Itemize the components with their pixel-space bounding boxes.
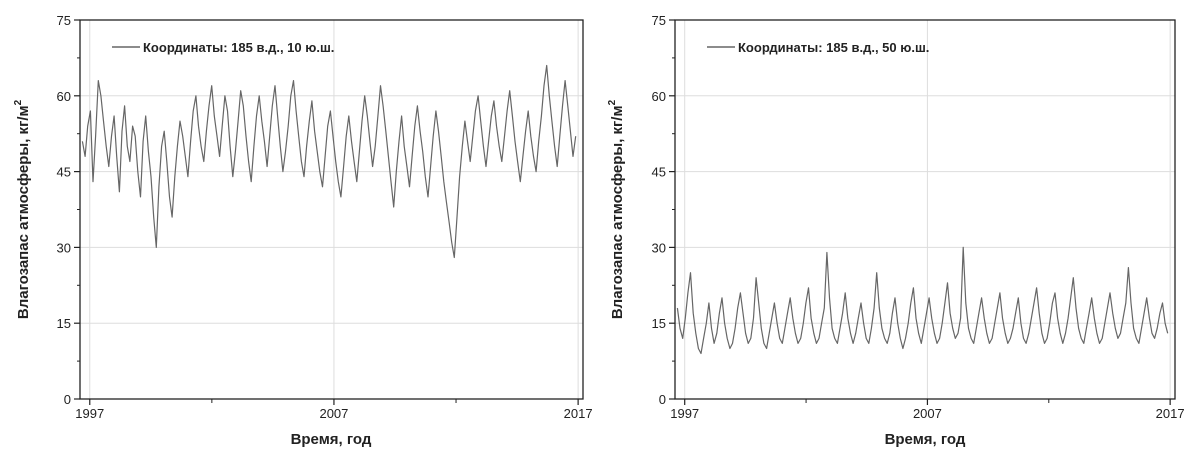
x-tick-label: 2007 [319,406,348,421]
chart-panel-left: 0 15 30 45 60 75 1997 2007 2017 Время, год Влагоза… [13,13,593,448]
chart-panel-right: 0 15 30 45 60 75 1997 2007 2017 Время, год Влагоза… [607,13,1184,448]
y-tick-label: 30 [57,240,71,255]
x-tick-label: 2007 [913,406,942,421]
legend-label: Координаты: 185 в.д., 50 ю.ш. [738,40,929,55]
y-axis-title-superscript: 2 [13,99,24,105]
y-tick-label: 0 [64,392,71,407]
y-axis-title-main: Влагозапас атмосферы, кг/м [609,105,626,319]
y-tick-label: 0 [659,392,666,407]
x-tick-label: 1997 [75,406,104,421]
y-tick-label: 45 [57,165,71,180]
series-line [81,64,577,259]
y-axis-title-main: Влагозапас атмосферы, кг/м [15,105,32,319]
y-tick-label: 30 [652,240,666,255]
y-tick-label: 15 [57,316,71,331]
legend-label: Координаты: 185 в.д., 10 ю.ш. [143,40,334,55]
y-tick-label: 60 [652,89,666,104]
y-tick-label: 60 [57,89,71,104]
y-axis-title: Влагозапас атмосферы, кг/м2 [13,99,32,319]
y-tick-label: 75 [652,13,666,28]
x-tick-label: 2017 [564,406,593,421]
y-tick-label: 15 [652,316,666,331]
series-line [676,246,1169,355]
x-tick-label: 1997 [670,406,699,421]
x-tick-label: 2017 [1156,406,1184,421]
y-tick-label: 45 [652,165,666,180]
x-axis-title: Время, год [885,431,966,448]
plot-frame [79,19,584,400]
y-axis-title: Влагозапас атмосферы, кг/м2 [607,99,626,319]
x-axis-title: Время, год [291,431,372,448]
y-tick-label: 75 [57,13,71,28]
y-axis-title-superscript: 2 [607,99,618,105]
